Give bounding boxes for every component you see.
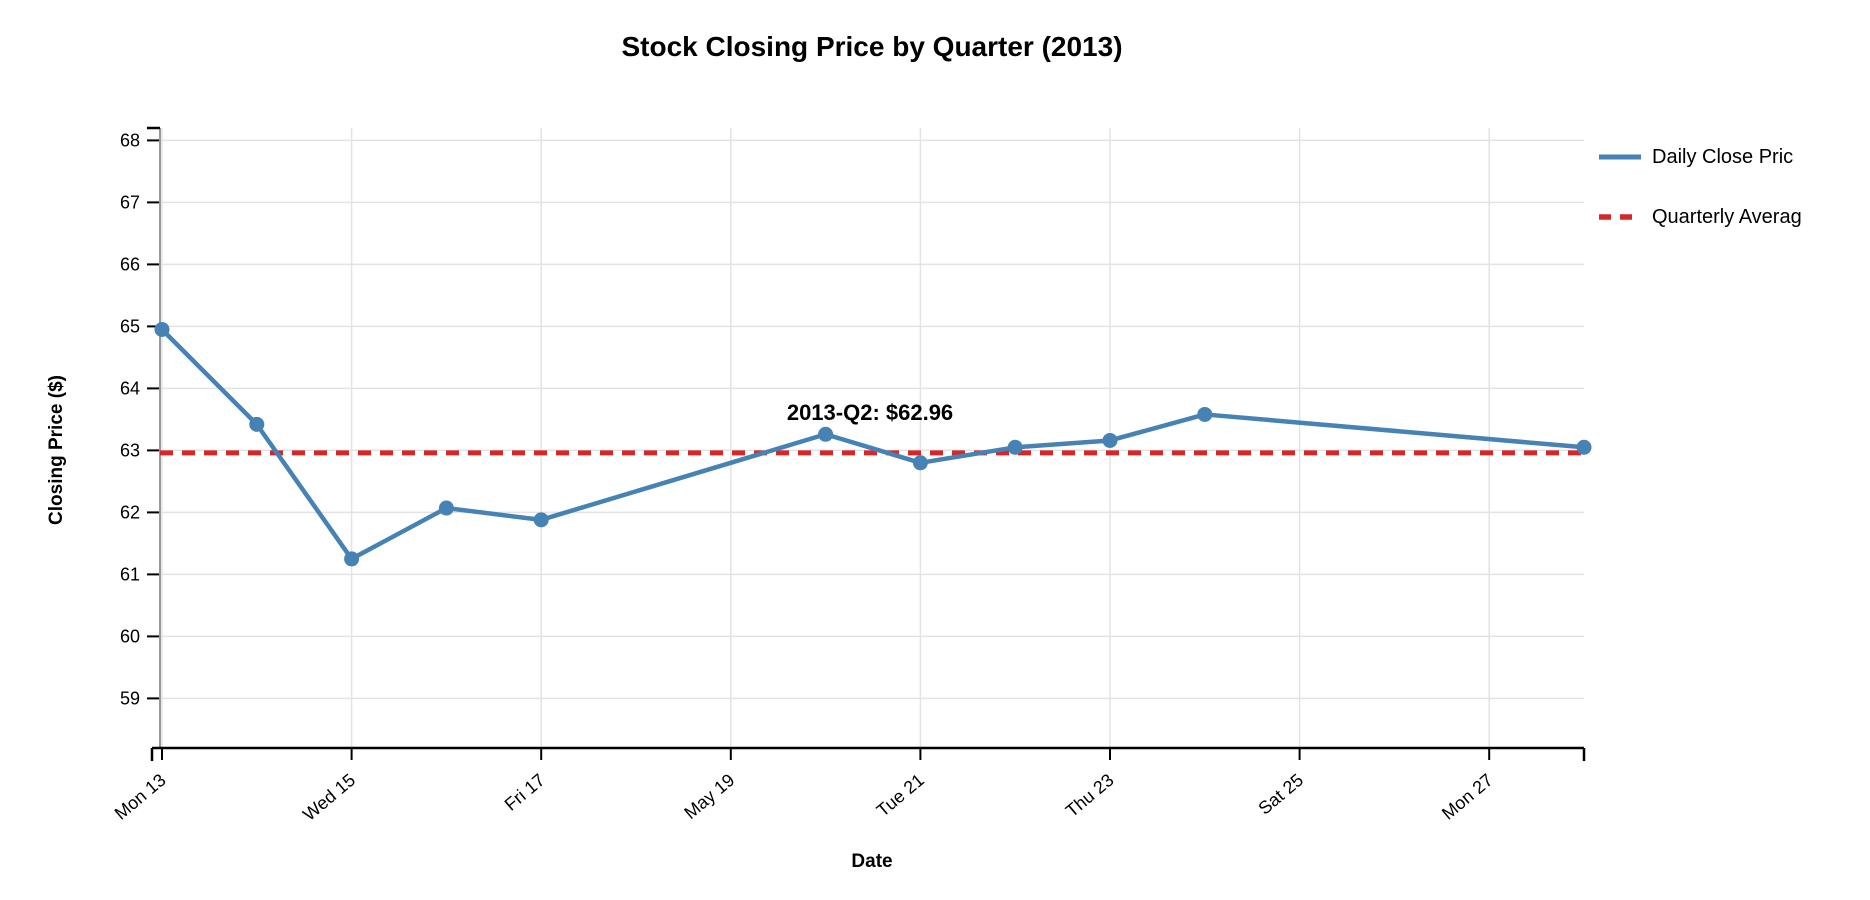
legend: Daily Close Pric Quarterly Averag (1598, 127, 1824, 257)
data-point-marker (154, 322, 170, 337)
y-tick-label: 61 (120, 564, 140, 584)
legend-solid-line-swatch (1599, 154, 1641, 160)
daily-close-price-line (159, 327, 1587, 562)
y-tick-label: 65 (120, 316, 140, 336)
data-point-marker (249, 416, 265, 432)
x-tick-label: Mon 13 (111, 770, 170, 824)
data-point-marker (1197, 406, 1213, 422)
y-tick-label: 62 (120, 502, 140, 522)
legend-item-quarterly-average: Quarterly Averag (1598, 202, 1824, 232)
x-axis-title: Date (851, 851, 893, 872)
x-tick-label: Wed 15 (299, 770, 359, 825)
x-tick-label: May 19 (680, 770, 738, 823)
y-tick-label: 59 (120, 688, 140, 708)
y-axis-title: Closing Price ($) (46, 375, 67, 525)
y-tick-label: 67 (120, 192, 140, 212)
data-point-marker (818, 426, 834, 442)
x-tick-label: Tue 21 (873, 770, 928, 821)
y-tick-label: 68 (120, 130, 140, 150)
x-tick-label: Mon 27 (1438, 770, 1497, 824)
data-point-marker (438, 500, 454, 516)
y-tick-label: 60 (120, 626, 140, 646)
data-point-marker (533, 512, 549, 528)
y-tick-label: 66 (120, 254, 140, 274)
x-tick-label: Sat 25 (1254, 770, 1307, 819)
legend-label-quarterly-average: Quarterly Averag (1652, 205, 1802, 228)
data-point-marker (1576, 439, 1592, 455)
chart-title: Stock Closing Price by Quarter (2013) (621, 31, 1123, 62)
y-tick-label: 63 (120, 440, 140, 460)
legend-dashed-line-swatch (1599, 214, 1641, 220)
data-point-marker (1007, 439, 1023, 455)
legend-label-daily-close-price: Daily Close Pric (1652, 145, 1794, 168)
quarterly-average-annotation: 2013-Q2: $62.96 (786, 400, 954, 425)
data-point-marker (344, 551, 360, 567)
data-point-marker (1102, 432, 1118, 448)
data-point-marker (912, 455, 928, 471)
x-tick-label: Fri 17 (501, 770, 549, 815)
legend-item-daily-close-price: Daily Close Pric (1598, 142, 1824, 172)
y-tick-label: 64 (120, 378, 140, 398)
x-tick-label: Thu 23 (1062, 770, 1118, 821)
